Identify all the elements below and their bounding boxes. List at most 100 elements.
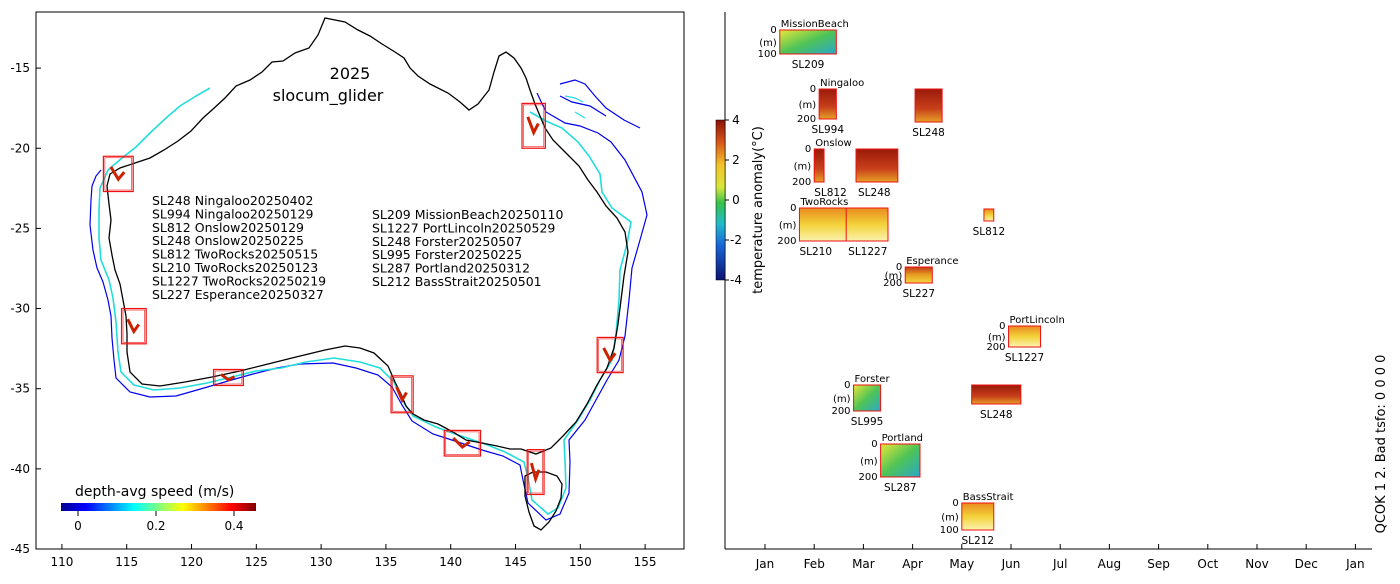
glider-id: SL248 [858,187,891,199]
glider-track [126,318,141,335]
deployment-box-bassstrait [526,449,545,496]
deployment-box-ningaloo [102,155,134,193]
speed-colorbar-ticks: 0 0.2 0.4 [74,511,244,533]
depth-bottom: 100 [940,525,959,536]
site-panel-frame [845,207,889,242]
glider-id: SL287 [884,482,917,494]
deployment-box-inner [214,370,243,385]
deployment-entry: SL812 TwoRocks20250515 [152,247,318,262]
glider-id: SL812 [973,226,1006,238]
anomaly-colorbar-tick-label: -4 [730,273,742,287]
deployment-entry: SL812 Onslow20250129 [152,220,304,235]
month-tick-label: Jan [755,557,775,571]
glider-track [220,373,236,382]
glider-track [452,437,471,450]
glider-id: SL212 [962,535,995,547]
glider-id: SL995 [851,416,884,428]
depth-unit: (m) [988,333,1006,344]
anomaly-colorbar-tick-label: -2 [730,233,742,247]
glider-id: SL248 [980,409,1013,421]
month-tick-label: Aug [1098,557,1121,571]
depth-bottom: 200 [859,472,878,483]
deployment-box-forster [596,336,624,374]
map-y-tick-label: -35 [10,382,30,396]
deployment-box-inner [392,377,412,412]
site-name: Esperance [906,256,958,267]
site-panel-frame [855,148,899,183]
site-panel-frame [818,88,837,120]
map-x-tick-label: 140 [439,555,462,569]
tasmania-coastline [524,471,563,531]
site-anomaly-section [915,89,943,122]
depth-unit: (m) [885,271,903,282]
site-panel-sl248: SL248 [971,384,1022,421]
site-anomaly-section [779,30,837,54]
map-x-tick-label: 150 [569,555,592,569]
month-tick-label: Feb [804,557,825,571]
map-y-tick-label: -25 [10,221,30,235]
site-panel-frame [1008,325,1042,348]
speed-colorbar-label: depth-avg speed (m/s) [75,484,234,500]
glider-track [602,347,617,364]
depth-unit: (m) [759,38,777,49]
deployment-box-inner [523,104,545,148]
map-year: 2025 [330,64,371,83]
map-platform: slocum_glider [273,86,384,106]
speed-colorbar [61,503,256,511]
glider-id: SL248 [912,127,945,139]
site-name: Ningaloo [820,78,864,89]
depth-top: 0 [844,380,850,391]
deployment-boxes [102,102,624,496]
glider-track [526,116,540,137]
site-anomaly-section [983,209,994,221]
deployment-entry: SL227 Esperance20250327 [152,287,324,302]
glider-track [395,386,408,404]
map-axes-box [35,11,685,550]
glider-id: SL210 [799,246,832,258]
speed-colorbar-tick-label: 0 [74,519,82,533]
timeline-panel: Jan Feb Mar Apr May Jun Jul Aug Sep Oct Nov Dec Jan … [715,12,1389,571]
map-x-axis: 110 115 120 125 130 135 140 145 150 155 [50,544,657,569]
map-x-tick-label: 130 [310,555,333,569]
deployment-entry: SL212 BassStrait20250501 [372,274,542,289]
month-tick-label: Jul [1052,557,1067,571]
deployment-box-inner [104,157,132,191]
depth-bottom: 100 [758,49,777,60]
site-anomaly-section [971,385,1021,404]
site-panel-frame [983,208,995,222]
site-name: MissionBeach [781,19,849,30]
site-anomaly-section [856,149,898,182]
deployment-entry: SL248 Forster20250507 [372,234,522,249]
glider-id: SL1227 [848,246,887,258]
speed-colorbar-tick-label: 0.2 [146,519,165,533]
site-panel-portland: Portland 0 (m) 200 SL287 [859,433,924,494]
depth-top: 0 [952,498,958,509]
anomaly-colorbar-tick-label: 0 [732,193,740,207]
depth-unit: (m) [779,221,797,232]
deployment-entry: SL1227 PortLincoln20250529 [372,220,555,235]
site-panel-frame [853,384,882,412]
glider-id: SL994 [811,124,844,136]
glider-id: SL209 [792,59,825,71]
site-panel-sl248: SL248 [912,88,945,139]
site-name: PortLincoln [1010,315,1065,326]
month-tick-label: Apr [902,557,923,571]
deployment-box-inner [122,309,145,343]
site-panel-frame [961,502,995,531]
map-y-tick-label: -20 [10,141,30,155]
deployment-box-inner [598,338,622,372]
anomaly-colorbar-label: temperature anomaly(°C) [751,126,766,294]
map-x-tick-label: 155 [634,555,657,569]
depth-bottom: 200 [797,114,816,125]
site-panel-frame [813,148,825,183]
depth-unit: (m) [799,100,817,111]
depth-top: 0 [770,25,776,36]
deployment-box-esperance [212,368,244,387]
map-y-tick-label: -15 [10,61,30,75]
month-tick-label: Oct [1197,557,1218,571]
depth-unit: (m) [941,513,959,524]
